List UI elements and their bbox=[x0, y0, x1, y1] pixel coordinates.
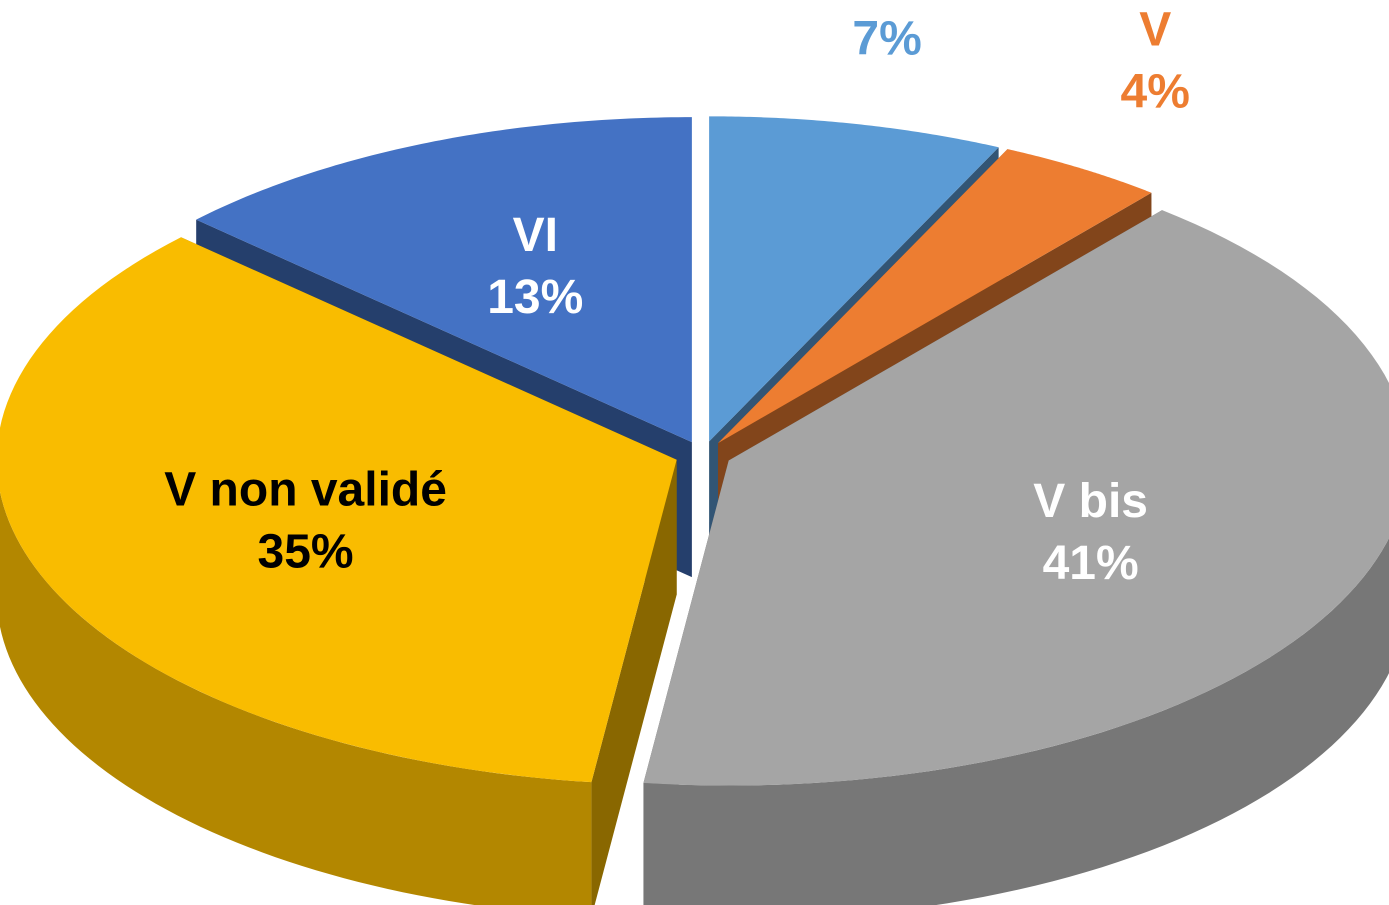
pie-labels: IV non validé 7% V 4% V bis 41% V non validé 35… bbox=[164, 0, 1190, 590]
slice-value-label: 4% bbox=[1121, 66, 1190, 119]
slice-label: IV non validé bbox=[739, 0, 1035, 3]
slice bbox=[196, 117, 692, 443]
slice-value-label: 13% bbox=[487, 271, 583, 324]
slice-label: V bbox=[1139, 4, 1171, 57]
slice bbox=[643, 210, 1389, 786]
slice bbox=[0, 237, 677, 783]
slice bbox=[718, 149, 1152, 444]
slice-outer-wall bbox=[643, 538, 1389, 905]
slice-value-label: 41% bbox=[1043, 537, 1139, 590]
slice bbox=[709, 116, 999, 442]
slice-label: V non validé bbox=[164, 463, 447, 516]
slice-label: VI bbox=[513, 209, 558, 262]
slice-label: V bis bbox=[1033, 475, 1148, 528]
slice-value-label: 35% bbox=[258, 525, 354, 578]
pie-tops bbox=[0, 116, 1389, 786]
slice-outer-wall bbox=[0, 491, 592, 905]
slice-value-label: 7% bbox=[852, 12, 921, 65]
